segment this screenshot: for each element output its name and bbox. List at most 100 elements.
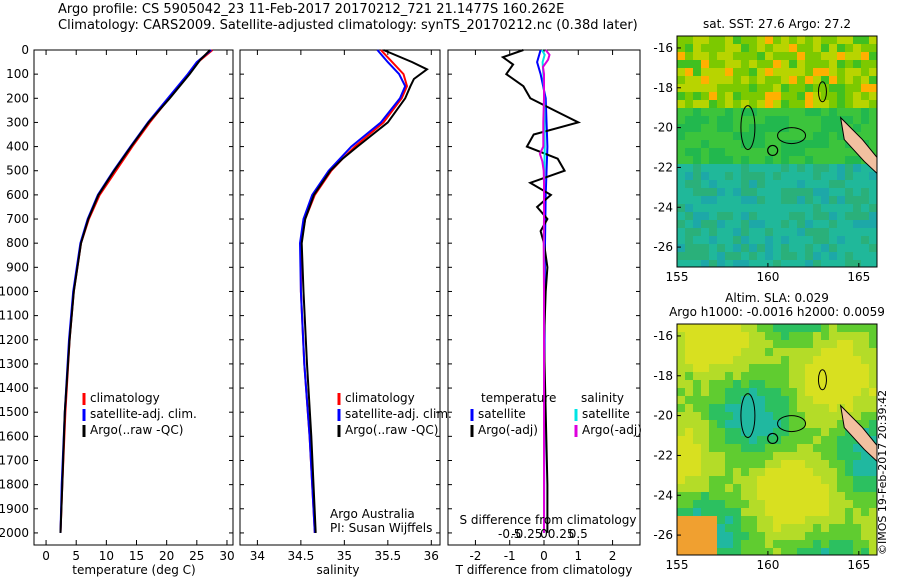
map-cell (813, 124, 821, 132)
map-cell (693, 388, 701, 396)
map-cell (685, 228, 693, 236)
map-cell (725, 388, 733, 396)
map-cell (837, 380, 845, 388)
map-cell (725, 60, 733, 68)
map-cell (749, 180, 757, 188)
map-cell (861, 108, 869, 116)
x-tick-label-salinity-profile: 36 (424, 549, 439, 563)
map-cell (709, 500, 717, 508)
map-cell (821, 340, 829, 348)
map-cell (677, 68, 685, 76)
map-cell (733, 36, 741, 44)
map-cell (709, 124, 717, 132)
map-cell (765, 100, 773, 108)
map-cell (869, 332, 877, 340)
map-cell (693, 68, 701, 76)
map-cell (853, 500, 861, 508)
map-cell (829, 468, 837, 476)
map-cell (749, 460, 757, 468)
map-cell (861, 364, 869, 372)
map-cell (813, 476, 821, 484)
map-cell (757, 92, 765, 100)
map-cell (837, 460, 845, 468)
map-cell (781, 68, 789, 76)
map-cell (709, 204, 717, 212)
map-cell (869, 372, 877, 380)
map-cell (781, 44, 789, 52)
map-cell (845, 108, 853, 116)
map-cell (717, 60, 725, 68)
map-cell (677, 236, 685, 244)
map-cell (853, 364, 861, 372)
map-cell (805, 332, 813, 340)
map-cell (717, 492, 725, 500)
map-cell (845, 228, 853, 236)
map-cell (725, 420, 733, 428)
legend-temperature-label: satellite-adj. clim. (90, 407, 197, 421)
map-cell (861, 532, 869, 540)
map-cell (821, 332, 829, 340)
map-cell (685, 92, 693, 100)
map-cell (861, 204, 869, 212)
map-cell (781, 52, 789, 60)
map-cell (789, 156, 797, 164)
map-cell (837, 188, 845, 196)
map-cell (789, 100, 797, 108)
map-cell (813, 428, 821, 436)
map-cell (813, 516, 821, 524)
map-cell (741, 204, 749, 212)
map-cell (701, 252, 709, 260)
map-cell (821, 92, 829, 100)
map-cell (693, 236, 701, 244)
map-cell (813, 484, 821, 492)
y-tick-label: 0 (21, 43, 29, 57)
map-title: Argo h1000: -0.0016 h2000: 0.0059 (669, 305, 885, 319)
map-cell (701, 260, 709, 267)
map-cell (677, 156, 685, 164)
map-cell (805, 204, 813, 212)
map-cell (757, 108, 765, 116)
map-cell (773, 540, 781, 548)
map-cell (693, 516, 701, 524)
header-line2: Climatology: CARS2009. Satellite-adjuste… (58, 18, 638, 33)
map-cell (757, 516, 765, 524)
map-cell (693, 228, 701, 236)
map-cell (797, 252, 805, 260)
map-cell (725, 68, 733, 76)
map-cell (813, 68, 821, 76)
map-cell (765, 76, 773, 84)
map-cell (773, 348, 781, 356)
map-cell (709, 76, 717, 84)
x-axis-label-t-difference: T difference from climatology (455, 563, 633, 577)
map-cell (733, 452, 741, 460)
map-sla-map (676, 323, 878, 556)
map-cell (677, 116, 685, 124)
map-cell (733, 116, 741, 124)
map-cell (749, 124, 757, 132)
map-cell (821, 204, 829, 212)
map-cell (805, 212, 813, 220)
map-y-tick-label: -18 (653, 369, 673, 383)
map-cell (757, 404, 765, 412)
map-cell (797, 172, 805, 180)
map-cell (829, 516, 837, 524)
map-cell (701, 52, 709, 60)
map-cell (773, 364, 781, 372)
map-cell (717, 84, 725, 92)
map-cell (861, 260, 869, 267)
map-cell (861, 492, 869, 500)
map-cell (845, 116, 853, 124)
bathymetry-contour (777, 127, 807, 145)
bathymetry-contour (740, 393, 756, 439)
map-cell (797, 84, 805, 92)
map-cell (717, 156, 725, 164)
map-cell (765, 172, 773, 180)
map-cell (765, 548, 773, 555)
map-cell (845, 380, 853, 388)
map-cell (693, 116, 701, 124)
map-cell (813, 108, 821, 116)
map-cell (773, 52, 781, 60)
map-cell (693, 180, 701, 188)
map-cell (813, 340, 821, 348)
map-cell (845, 436, 853, 444)
